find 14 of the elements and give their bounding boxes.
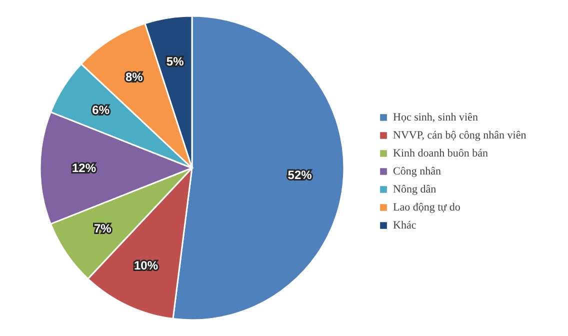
legend-label: Lao động tự do [393, 202, 461, 214]
data-label: 8% [125, 70, 144, 84]
legend-label: Khác [393, 220, 416, 232]
data-label: 12% [72, 161, 96, 175]
data-label: 10% [134, 258, 158, 273]
data-label: 5% [166, 54, 184, 68]
legend-label: NVVP, cán bộ công nhân viên [393, 130, 527, 142]
legend-label: Nông dân [393, 184, 437, 196]
legend-label: Học sinh, sinh viên [393, 112, 478, 124]
legend-label: Kinh doanh buôn bán [393, 148, 489, 160]
data-label: 7% [94, 222, 112, 236]
data-label: 6% [92, 103, 110, 118]
legend-label: Công nhân [393, 166, 442, 178]
data-label: 52% [288, 168, 312, 182]
